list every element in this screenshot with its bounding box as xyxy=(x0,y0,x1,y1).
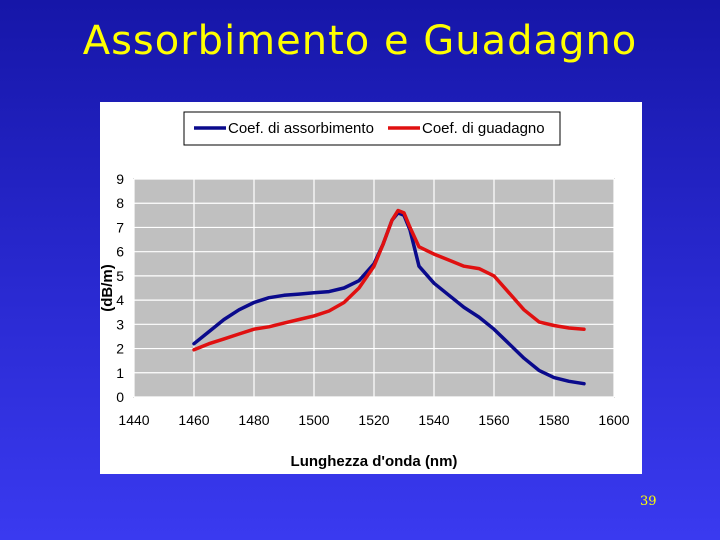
x-tick-label: 1460 xyxy=(178,412,209,428)
slide-number: 39 xyxy=(640,494,657,509)
x-tick-label: 1560 xyxy=(478,412,509,428)
y-tick-label: 9 xyxy=(116,171,124,187)
y-tick-label: 0 xyxy=(116,389,124,405)
y-tick-label: 4 xyxy=(116,292,124,308)
x-tick-label: 1440 xyxy=(118,412,149,428)
line-chart: 0 1 2 3 4 5 6 7 8 9 1440 1460 1480 1500 1520 1540 1560 1… xyxy=(100,111,630,470)
series-line-2 xyxy=(192,208,586,352)
y-tick-label: 2 xyxy=(116,341,124,357)
x-tick-label: 1520 xyxy=(358,412,389,428)
legend-box xyxy=(183,111,561,146)
y-tick-label: 6 xyxy=(116,244,124,260)
y-tick-label: 7 xyxy=(116,219,124,235)
y-tick-label: 1 xyxy=(116,365,124,381)
x-tick-label: 1480 xyxy=(238,412,269,428)
y-tick-label: 8 xyxy=(116,195,124,211)
y-axis-label: (dB/m) xyxy=(100,264,116,312)
legend-label: Coef. di assorbimento xyxy=(228,120,374,137)
x-axis-label: Lunghezza d'onda (nm) xyxy=(291,453,458,470)
x-tick-label: 1580 xyxy=(538,412,569,428)
x-tick-label: 1540 xyxy=(418,412,449,428)
legend-label: Coef. di guadagno xyxy=(422,120,545,137)
chart-panel: 0 1 2 3 4 5 6 7 8 9 1440 1460 1480 1500 1520 1540 1560 1… xyxy=(100,102,642,474)
y-tick-label: 5 xyxy=(116,268,124,284)
y-tick-label: 3 xyxy=(116,316,124,332)
x-tick-label: 1500 xyxy=(298,412,329,428)
x-tick-label: 1600 xyxy=(598,412,629,428)
slide-title: Assorbimento e Guadagno xyxy=(82,18,638,64)
